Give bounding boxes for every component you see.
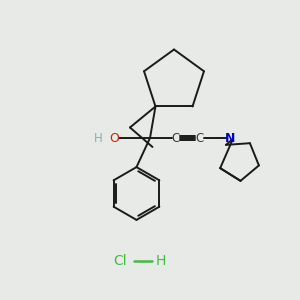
Text: H: H [94,131,103,145]
Text: N: N [225,131,235,145]
Text: O: O [109,131,119,145]
Text: C: C [171,131,180,145]
Text: Cl: Cl [113,254,127,268]
Text: C: C [195,131,204,145]
Text: H: H [155,254,166,268]
